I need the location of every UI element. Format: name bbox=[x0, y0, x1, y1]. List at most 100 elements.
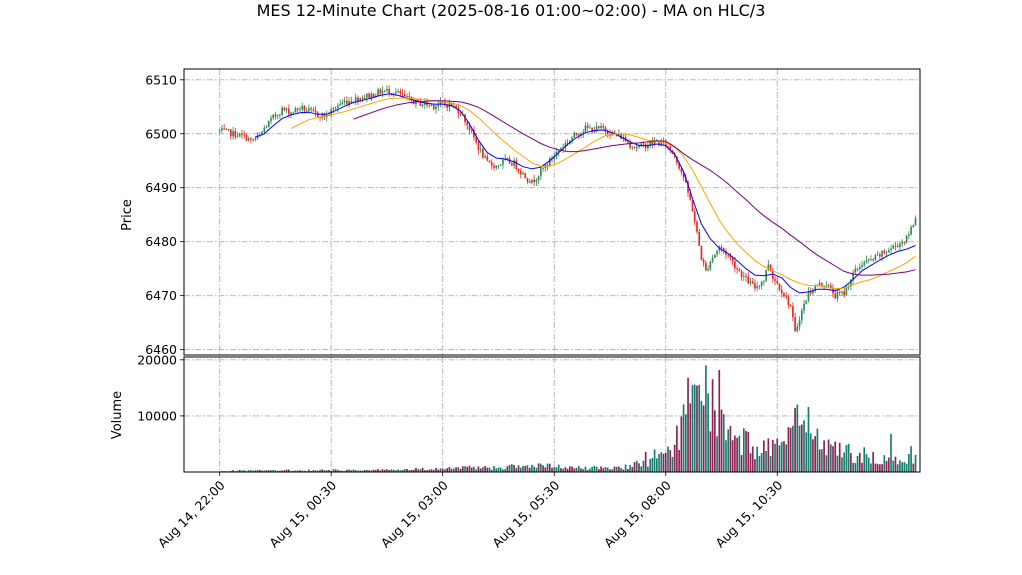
volume-bar-156 bbox=[566, 468, 569, 472]
candle-body-11 bbox=[243, 134, 246, 136]
candle-body-267 bbox=[814, 285, 817, 291]
price-ytick-label-3: 6490 bbox=[145, 180, 177, 195]
volume-bar-99 bbox=[439, 468, 442, 472]
candle-body-312 bbox=[914, 218, 917, 226]
volume-bar-297 bbox=[881, 464, 883, 472]
volume-bar-65 bbox=[363, 470, 366, 472]
volume-gridlines bbox=[184, 357, 920, 472]
volume-bar-90 bbox=[419, 469, 422, 472]
candle-body-156 bbox=[566, 143, 569, 145]
candle-body-264 bbox=[807, 291, 810, 301]
candle-body-126 bbox=[499, 164, 502, 166]
candle-body-214 bbox=[696, 221, 698, 232]
volume-bar-201 bbox=[667, 446, 669, 472]
candle-body-232 bbox=[736, 268, 738, 270]
volume-bar-270 bbox=[821, 449, 823, 472]
volume-bar-68 bbox=[370, 470, 373, 472]
volume-bar-48 bbox=[325, 470, 328, 472]
volume-bar-86 bbox=[410, 469, 413, 472]
volume-bar-147 bbox=[546, 463, 549, 472]
candle-body-278 bbox=[838, 292, 841, 293]
candle-body-262 bbox=[803, 303, 805, 311]
price-panel-frame bbox=[183, 68, 921, 356]
volume-bar-164 bbox=[584, 466, 587, 472]
candle-body-276 bbox=[834, 293, 837, 299]
volume-bar-242 bbox=[758, 455, 761, 472]
candle-body-205 bbox=[676, 156, 678, 163]
candle-body-95 bbox=[430, 104, 433, 106]
candle-body-162 bbox=[580, 133, 582, 136]
candle-body-152 bbox=[557, 150, 560, 152]
candle-body-55 bbox=[341, 102, 344, 105]
volume-bar-243 bbox=[760, 453, 763, 472]
candle-body-208 bbox=[682, 172, 685, 178]
candle-body-147 bbox=[546, 165, 549, 166]
candle-body-195 bbox=[653, 141, 656, 145]
candle-body-21 bbox=[265, 126, 268, 128]
volume-bar-207 bbox=[680, 416, 683, 472]
candle-body-2 bbox=[223, 128, 225, 130]
volume-bar-103 bbox=[448, 467, 451, 472]
candle-body-183 bbox=[626, 141, 629, 143]
volume-bar-110 bbox=[464, 466, 466, 472]
candle-body-289 bbox=[863, 262, 866, 266]
candle-body-111 bbox=[466, 122, 469, 126]
candle-body-138 bbox=[526, 178, 529, 182]
volume-bar-64 bbox=[361, 470, 364, 472]
candle-body-30 bbox=[285, 108, 288, 111]
candle-body-121 bbox=[488, 160, 491, 163]
candle-body-171 bbox=[600, 125, 602, 128]
volume-bar-87 bbox=[412, 469, 415, 472]
volume-bar-268 bbox=[816, 428, 819, 472]
volume-bar-114 bbox=[473, 466, 475, 472]
volume-bar-300 bbox=[887, 457, 890, 472]
volume-bar-46 bbox=[321, 469, 324, 472]
volume-bar-34 bbox=[294, 470, 297, 472]
candle-body-230 bbox=[731, 257, 734, 262]
volume-bar-198 bbox=[660, 452, 663, 472]
volume-bar-199 bbox=[662, 453, 665, 472]
candle-body-284 bbox=[852, 272, 854, 280]
candle-body-296 bbox=[879, 254, 881, 257]
price-ytick-label-4: 6500 bbox=[145, 126, 177, 141]
candle-body-168 bbox=[593, 130, 596, 133]
volume-bar-197 bbox=[658, 454, 660, 472]
volume-bar-259 bbox=[796, 404, 799, 472]
volume-bar-115 bbox=[475, 469, 478, 472]
volume-bar-22 bbox=[267, 470, 270, 472]
candle-body-36 bbox=[299, 109, 301, 111]
volume-bar-204 bbox=[673, 444, 676, 472]
volume-bar-177 bbox=[613, 466, 616, 472]
volume-bar-135 bbox=[519, 467, 522, 472]
candle-body-260 bbox=[798, 320, 801, 327]
volume-bar-258 bbox=[794, 408, 796, 472]
candle-body-35 bbox=[296, 108, 299, 110]
volume-bar-232 bbox=[736, 437, 738, 472]
volume-bar-240 bbox=[754, 459, 756, 472]
volume-bar-260 bbox=[798, 425, 801, 472]
volume-bar-127 bbox=[502, 469, 504, 472]
volume-bar-188 bbox=[638, 463, 640, 472]
candle-body-65 bbox=[363, 97, 366, 100]
volume-bar-293 bbox=[872, 452, 874, 472]
volume-bar-304 bbox=[896, 464, 899, 472]
volume-bar-180 bbox=[620, 468, 622, 472]
volume-bar-174 bbox=[606, 467, 609, 472]
volume-bar-94 bbox=[428, 469, 431, 472]
candle-body-299 bbox=[885, 252, 888, 254]
candle-body-20 bbox=[263, 127, 266, 132]
candle-body-24 bbox=[272, 114, 275, 118]
volume-bars bbox=[218, 365, 917, 472]
candle-body-9 bbox=[238, 133, 241, 137]
candle-body-212 bbox=[691, 200, 694, 212]
candle-body-253 bbox=[783, 293, 785, 297]
candle-body-115 bbox=[475, 137, 478, 143]
volume-panel: 10000 20000 Volume bbox=[110, 352, 921, 473]
volume-bar-105 bbox=[453, 468, 455, 472]
candle-body-219 bbox=[707, 268, 709, 271]
volume-bar-252 bbox=[780, 441, 783, 472]
volume-bar-56 bbox=[343, 470, 346, 472]
candle-body-247 bbox=[769, 264, 772, 272]
volume-bar-241 bbox=[756, 446, 759, 472]
volume-bar-155 bbox=[564, 467, 567, 472]
